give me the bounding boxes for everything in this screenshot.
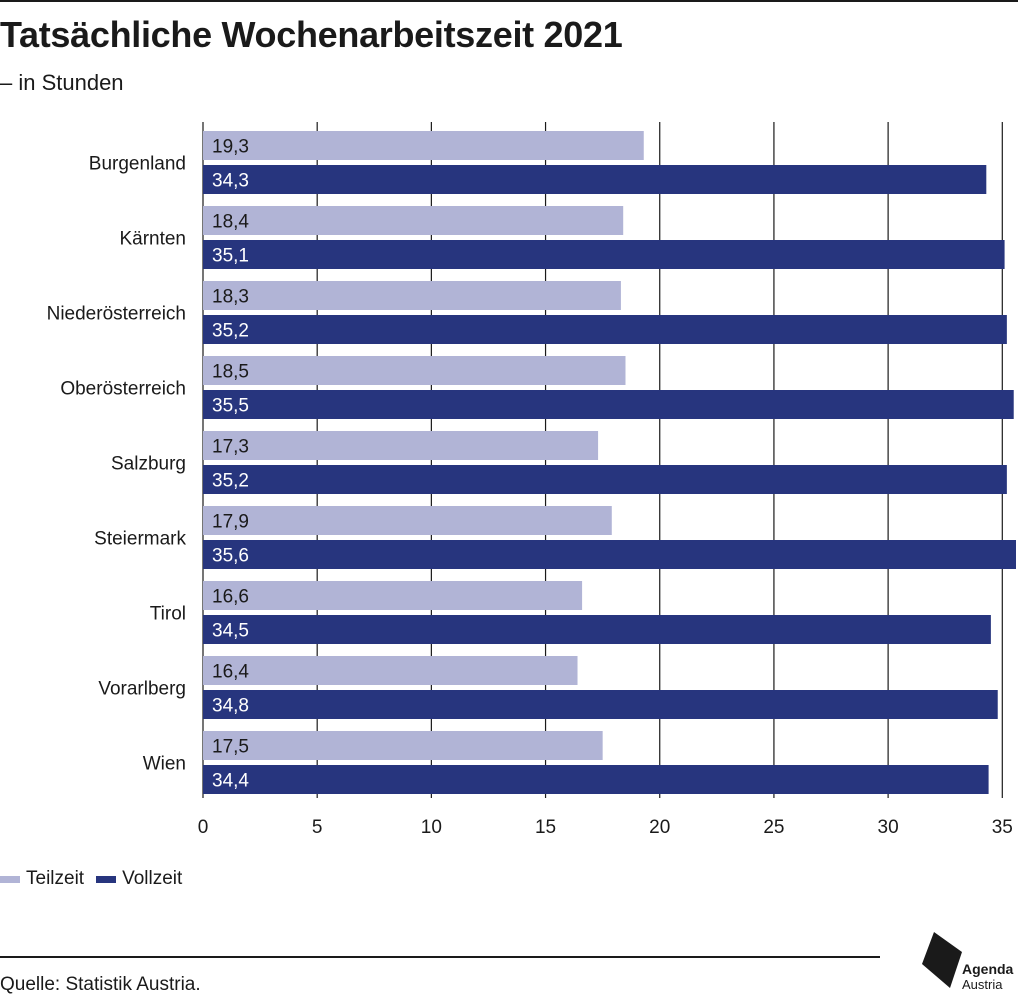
bar-chart: 19,3 34,3 Burgenland 18,4 35,1 Kärnten 18,3 35,… [47, 122, 1016, 838]
bar-vollzeit-5 [203, 540, 1016, 569]
data-label-teilzeit-1: 18,4 [212, 212, 249, 233]
legend: Teilzeit Vollzeit [0, 868, 194, 890]
category-label-6: Tirol [150, 604, 186, 625]
category-label-7: Vorarlberg [98, 679, 186, 700]
category-label-1: Kärnten [119, 229, 186, 250]
data-label-teilzeit-3: 18,5 [212, 362, 249, 383]
x-tick-label-15: 15 [535, 817, 556, 838]
bar-teilzeit-1 [203, 206, 624, 235]
legend-swatch-teilzeit [0, 875, 20, 883]
bar-teilzeit-2 [203, 281, 621, 310]
category-label-2: Niederösterreich [47, 304, 186, 325]
bar-vollzeit-7 [203, 690, 998, 719]
data-label-vollzeit-6: 34,5 [212, 621, 249, 642]
data-label-vollzeit-4: 35,2 [212, 471, 249, 492]
bar-teilzeit-0 [203, 131, 644, 160]
category-label-8: Wien [143, 754, 186, 775]
data-label-vollzeit-1: 35,1 [212, 246, 249, 267]
data-label-teilzeit-2: 18,3 [212, 287, 249, 308]
bar-teilzeit-5 [203, 506, 612, 535]
data-label-teilzeit-8: 17,5 [212, 737, 249, 758]
logo-text-agenda: Agenda [962, 961, 1014, 977]
logo-mark-icon [922, 932, 962, 988]
category-label-5: Steiermark [94, 529, 186, 550]
data-label-teilzeit-0: 19,3 [212, 137, 249, 158]
bar-teilzeit-3 [203, 356, 626, 385]
data-label-teilzeit-7: 16,4 [212, 662, 249, 683]
bar-vollzeit-3 [203, 390, 1014, 419]
legend-item-vollzeit: Vollzeit [96, 868, 182, 890]
data-label-vollzeit-7: 34,8 [212, 696, 249, 717]
data-label-vollzeit-3: 35,5 [212, 396, 249, 417]
data-label-teilzeit-4: 17,3 [212, 437, 249, 458]
x-tick-label-10: 10 [421, 817, 442, 838]
agenda-austria-logo: Agenda Austria [920, 930, 1018, 1000]
data-label-vollzeit-0: 34,3 [212, 171, 249, 192]
bar-teilzeit-8 [203, 731, 603, 760]
top-rule [0, 0, 1018, 2]
category-label-4: Salzburg [111, 454, 186, 475]
x-tick-label-0: 0 [198, 817, 209, 838]
x-tick-label-5: 5 [312, 817, 323, 838]
x-tick-label-30: 30 [878, 817, 899, 838]
legend-label-vollzeit: Vollzeit [122, 868, 183, 889]
bar-vollzeit-4 [203, 465, 1007, 494]
data-label-vollzeit-8: 34,4 [212, 771, 249, 792]
bar-vollzeit-2 [203, 315, 1007, 344]
x-tick-label-25: 25 [763, 817, 784, 838]
x-tick-label-20: 20 [649, 817, 670, 838]
legend-item-teilzeit: Teilzeit [0, 868, 84, 890]
data-label-teilzeit-6: 16,6 [212, 587, 249, 608]
chart-title: Tatsächliche Wochenarbeitszeit 2021 [0, 14, 623, 55]
bar-teilzeit-6 [203, 581, 583, 610]
bar-teilzeit-4 [203, 431, 599, 460]
bar-teilzeit-7 [203, 656, 578, 685]
legend-swatch-vollzeit [96, 875, 117, 883]
data-label-teilzeit-5: 17,9 [212, 512, 249, 533]
bar-vollzeit-8 [203, 765, 989, 794]
logo-text-austria: Austria [962, 977, 1003, 992]
bar-vollzeit-6 [203, 615, 991, 644]
data-label-vollzeit-2: 35,2 [212, 321, 249, 342]
bottom-rule [0, 956, 880, 958]
data-label-vollzeit-5: 35,6 [212, 546, 249, 567]
legend-label-teilzeit: Teilzeit [26, 868, 85, 889]
x-tick-label-35: 35 [992, 817, 1013, 838]
bar-vollzeit-1 [203, 240, 1005, 269]
source-note: Quelle: Statistik Austria. [0, 974, 201, 995]
bar-vollzeit-0 [203, 165, 987, 194]
category-label-3: Oberösterreich [60, 379, 186, 400]
chart-subtitle: – in Stunden [0, 70, 124, 95]
category-label-0: Burgenland [89, 154, 186, 175]
